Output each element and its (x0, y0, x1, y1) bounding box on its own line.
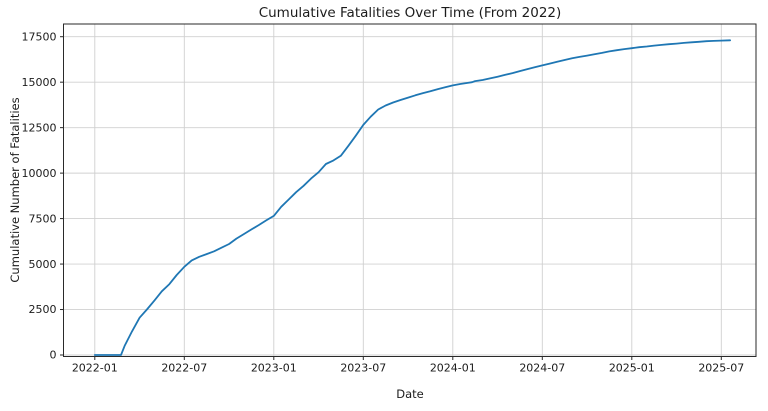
y-tick-label: 10000 (22, 167, 57, 180)
y-tick-label: 7500 (29, 212, 57, 225)
x-tick-label: 2024-01 (430, 362, 476, 375)
y-tick-label: 5000 (29, 258, 57, 271)
x-tick-label: 2022-01 (72, 362, 118, 375)
x-tick-label: 2025-07 (698, 362, 744, 375)
fatalities-line (93, 39, 731, 356)
chart-title: Cumulative Fatalities Over Time (From 20… (258, 5, 562, 21)
x-tick-label: 2024-07 (519, 362, 565, 375)
y-tick-label: 17500 (22, 30, 57, 43)
x-tick-label: 2023-01 (251, 362, 297, 375)
y-axis-label: Cumulative Number of Fatalities (8, 97, 22, 283)
y-tick-label: 2500 (29, 303, 57, 316)
x-tick-label: 2023-07 (340, 362, 386, 375)
x-tick-label: 2022-07 (161, 362, 207, 375)
y-tick-label: 15000 (22, 76, 57, 89)
x-axis-label: Date (396, 387, 424, 401)
y-tick-label: 12500 (22, 121, 57, 134)
y-tick-label: 0 (50, 349, 57, 362)
plot-border (63, 23, 757, 357)
x-tick-label: 2025-01 (609, 362, 655, 375)
